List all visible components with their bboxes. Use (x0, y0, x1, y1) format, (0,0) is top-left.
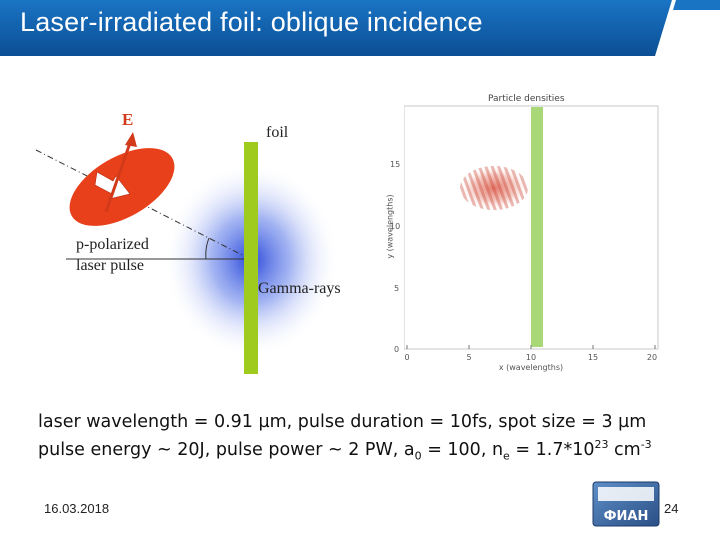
foil-label: foil (266, 124, 289, 141)
x-tick-1: 5 (466, 353, 471, 362)
gamma-rays-label: Gamma-rays (258, 280, 341, 297)
propagation-arrow-icon (94, 171, 131, 200)
slide-date: 16.03.2018 (44, 501, 110, 516)
foil-density-band (531, 107, 543, 347)
laser-fringes (460, 166, 528, 210)
density-plot-svg: 0 5 10 15 20 x (wavelengths) (403, 105, 659, 372)
header-band (0, 0, 720, 56)
e-field-arrowhead-icon (125, 132, 137, 147)
info-line-1: laser wavelength = 0.91 µm, pulse durati… (38, 412, 647, 432)
e-field-arrow (104, 139, 133, 213)
slide-title: Laser-irradiated foil: oblique incidence (20, 7, 483, 37)
particle-density-plot: 0 5 10 15 20 x (wavelengths) (403, 104, 659, 372)
y-axis-label: y (wavelengths) (385, 194, 395, 259)
x-axis-label: x (wavelengths) (499, 363, 563, 372)
plot-title: Particle densities (488, 94, 565, 104)
pulse-label-line2: laser pulse (76, 257, 144, 274)
info-line-2: pulse energy ~ 20J, pulse power ~ 2 PW, … (38, 438, 652, 463)
institute-logo: ФИАН (592, 481, 660, 527)
x-tick-4: 20 (647, 353, 657, 362)
pulse-label-line1: p-polarized (76, 236, 149, 253)
x-tick-0: 0 (404, 353, 409, 362)
slide-header: Laser-irradiated foil: oblique incidence (0, 0, 720, 56)
page-number: 24 (664, 501, 679, 516)
e-field-label: E (122, 110, 134, 129)
y-tick-3: 15 (390, 160, 401, 169)
x-tick-2: 10 (526, 353, 536, 362)
x-tick-3: 15 (588, 353, 598, 362)
laser-foil-diagram (35, 132, 339, 374)
y-tick-0: 0 (394, 345, 400, 354)
foil (244, 142, 258, 374)
logo-text: ФИАН (604, 509, 649, 524)
y-tick-2: 10 (390, 222, 401, 231)
y-tick-1: 5 (394, 284, 400, 293)
incidence-angle-arc (205, 237, 210, 260)
